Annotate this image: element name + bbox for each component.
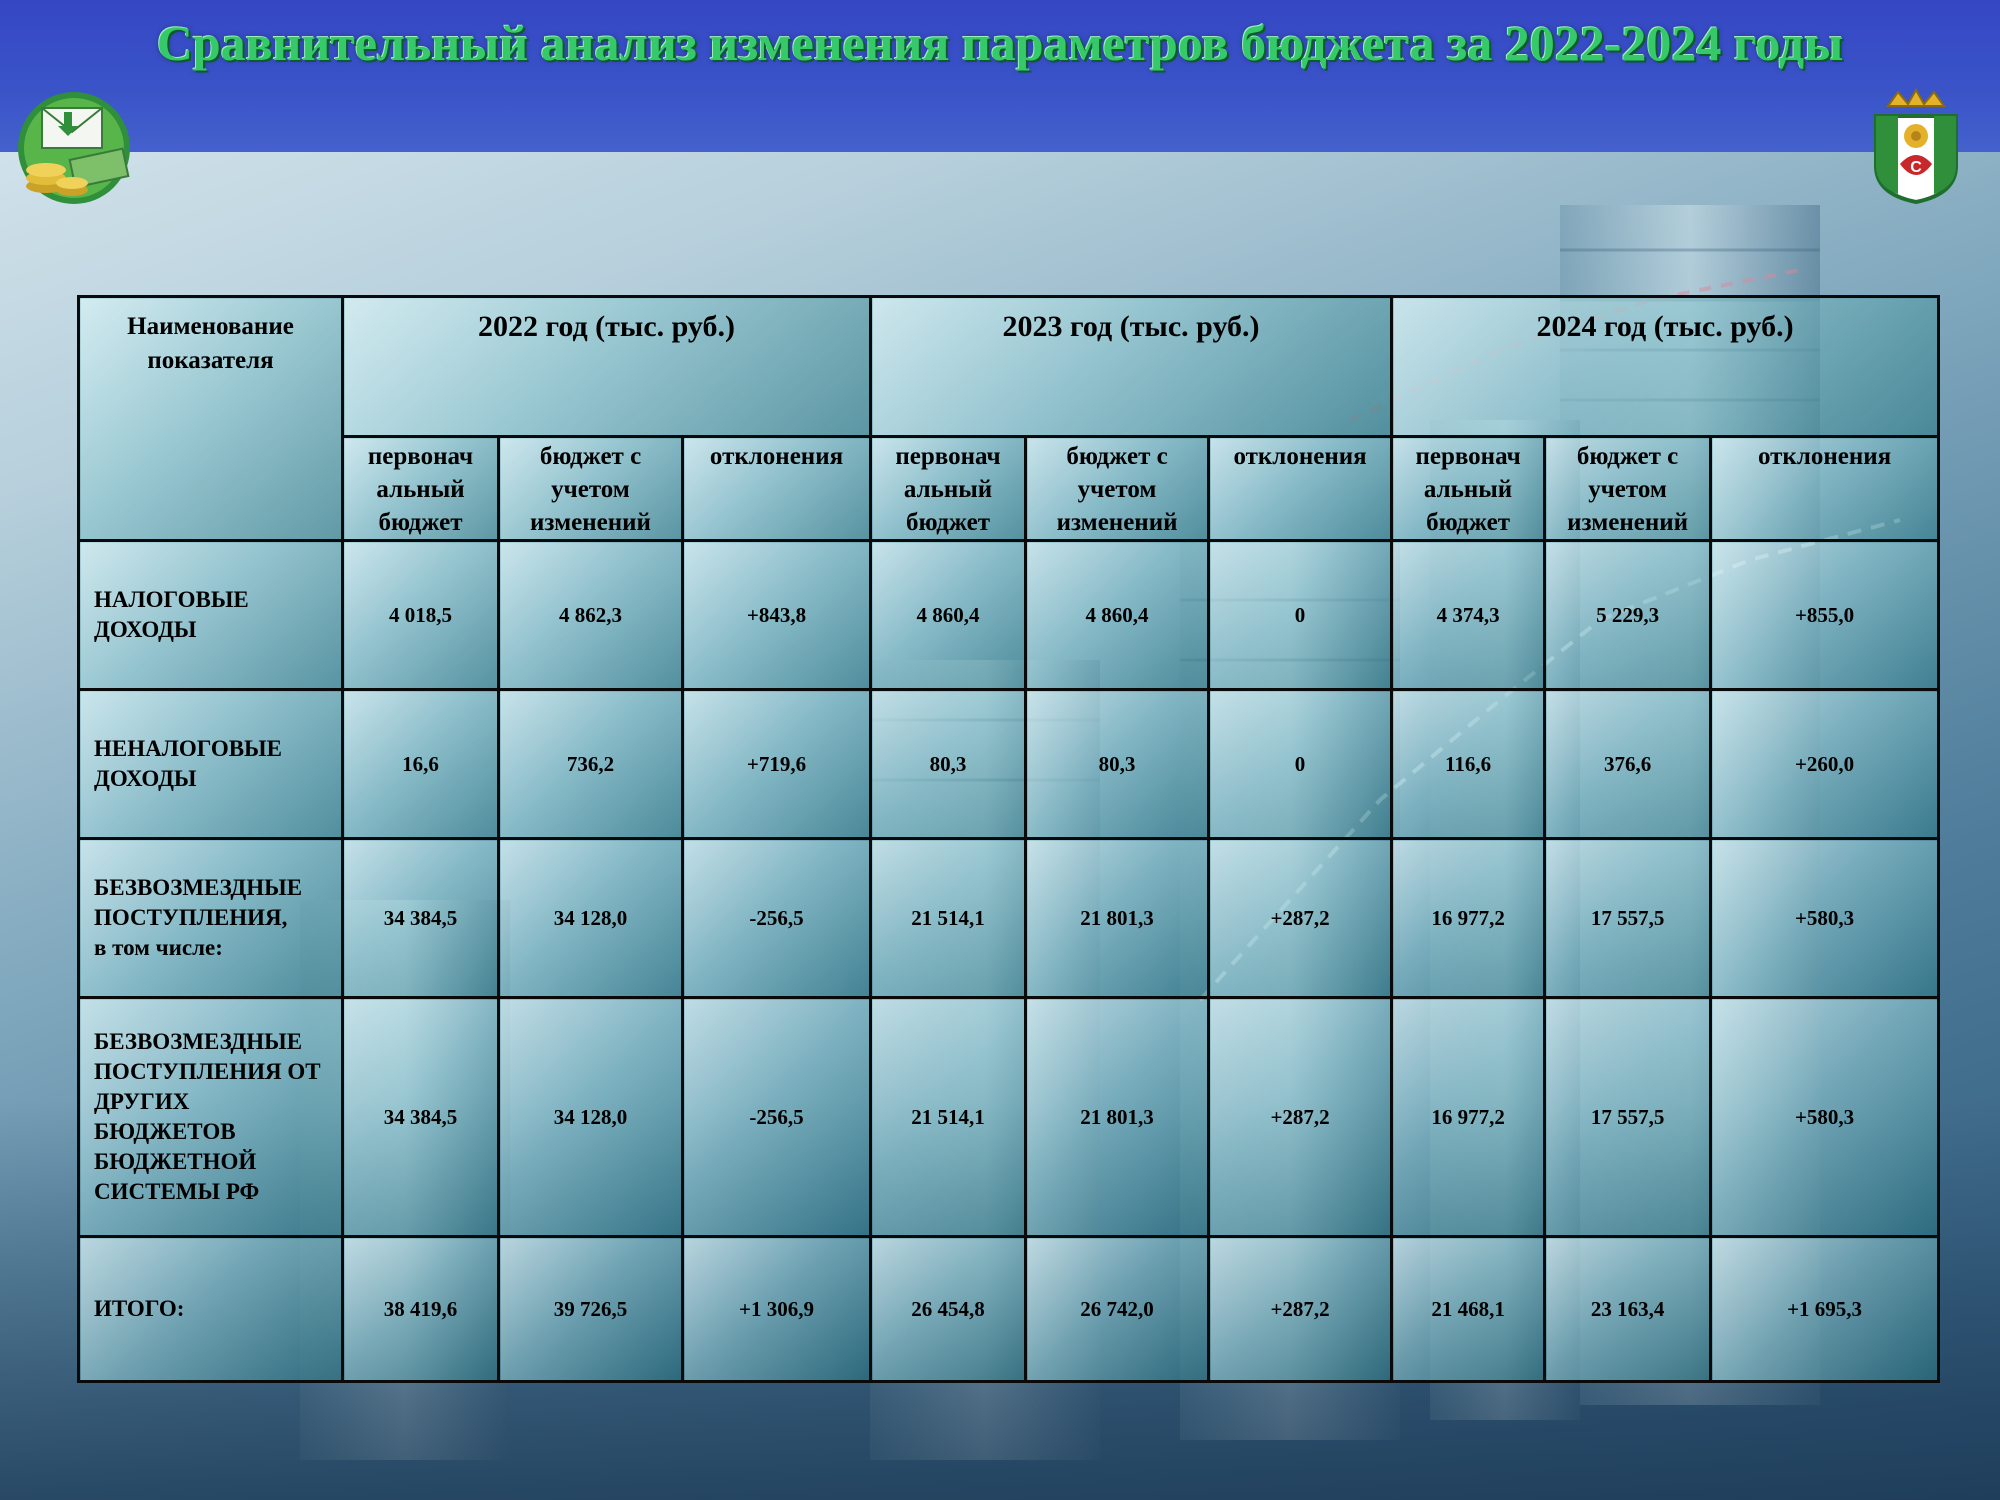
cell-value: 80,3	[1024, 688, 1211, 840]
cell-value: 26 742,0	[1024, 1235, 1211, 1383]
row-label: НЕНАЛОГОВЫЕ ДОХОДЫ	[77, 688, 344, 840]
cell-value: +287,2	[1207, 837, 1394, 999]
cell-value: +287,2	[1207, 1235, 1394, 1383]
cell-value: +719,6	[680, 688, 873, 840]
cell-value: 34 128,0	[497, 837, 684, 999]
cell-value: 0	[1207, 688, 1394, 840]
cell-value: 21 514,1	[869, 996, 1028, 1238]
cell-value: 34 384,5	[341, 837, 500, 999]
table-row-non-tax-income: НЕНАЛОГОВЫЕ ДОХОДЫ 16,6 736,2 +719,6 80,…	[77, 688, 1941, 840]
subheader-deviation-2024: отклонения	[1709, 435, 1941, 542]
year-header-2022: 2022 год (тыс. руб.)	[340, 295, 873, 438]
cell-value: 0	[1207, 539, 1394, 691]
svg-text:С: С	[1910, 159, 1922, 176]
cell-value: +1 306,9	[680, 1235, 873, 1383]
subheader-initial-2022: первонач альный бюджет	[341, 435, 500, 542]
cell-value: 4 860,4	[1024, 539, 1211, 691]
subheader-revised-2022: бюджет с учетом изменений	[497, 435, 684, 542]
year-header-row: Наименование показателя 2022 год (тыс. р…	[77, 295, 1941, 542]
cell-value: +287,2	[1207, 996, 1394, 1238]
table-row-total: ИТОГО: 38 419,6 39 726,5 +1 306,9 26 454…	[77, 1235, 1941, 1383]
row-label: ИТОГО:	[77, 1235, 344, 1383]
row-label: НАЛОГОВЫЕ ДОХОДЫ	[77, 539, 344, 691]
cell-value: 23 163,4	[1543, 1235, 1713, 1383]
page-title: Сравнительный анализ изменения параметро…	[156, 15, 1844, 71]
row-label: БЕЗВОЗМЕЗДНЫЕ ПОСТУПЛЕНИЯ, в том числе:	[77, 837, 344, 999]
row-label: БЕЗВОЗМЕЗДНЫЕ ПОСТУПЛЕНИЯ ОТ ДРУГИХ БЮДЖ…	[77, 996, 344, 1238]
subheader-revised-2024: бюджет с учетом изменений	[1543, 435, 1713, 542]
cell-value: 21 468,1	[1390, 1235, 1547, 1383]
cell-value: +260,0	[1709, 688, 1941, 840]
table-row-receipts-other-budgets: БЕЗВОЗМЕЗДНЫЕ ПОСТУПЛЕНИЯ ОТ ДРУГИХ БЮДЖ…	[77, 996, 1941, 1238]
cell-value: -256,5	[680, 996, 873, 1238]
cell-value: 26 454,8	[869, 1235, 1028, 1383]
cell-value: +1 695,3	[1709, 1235, 1941, 1383]
cell-value: 376,6	[1543, 688, 1713, 840]
row-label-main: БЕЗВОЗМЕЗДНЫЕ ПОСТУПЛЕНИЯ,	[94, 875, 303, 931]
header-bar: Сравнительный анализ изменения параметро…	[0, 0, 2000, 152]
cell-value: 21 801,3	[1024, 996, 1211, 1238]
cell-value: 116,6	[1390, 688, 1547, 840]
name-column-header: Наименование показателя	[77, 295, 344, 542]
cell-value: +855,0	[1709, 539, 1941, 691]
subheader-initial-2024: первонач альный бюджет	[1390, 435, 1547, 542]
money-envelope-icon	[18, 92, 130, 204]
cell-value: 17 557,5	[1543, 837, 1713, 999]
cell-value: +580,3	[1709, 996, 1941, 1238]
cell-value: +843,8	[680, 539, 873, 691]
cell-value: 4 374,3	[1390, 539, 1547, 691]
table-row-gratuitous-receipts: БЕЗВОЗМЕЗДНЫЕ ПОСТУПЛЕНИЯ, в том числе: …	[77, 837, 1941, 999]
cell-value: 34 128,0	[497, 996, 684, 1238]
subheader-revised-2023: бюджет с учетом изменений	[1024, 435, 1211, 542]
year-header-2023: 2023 год (тыс. руб.)	[869, 295, 1394, 438]
subheader-row: первонач альный бюджет бюджет с учетом и…	[79, 435, 1941, 542]
cell-value: 21 514,1	[869, 837, 1028, 999]
subheader-initial-2023: первонач альный бюджет	[869, 435, 1028, 542]
subheader-deviation-2022: отклонения	[680, 435, 873, 542]
budget-comparison-table: Наименование показателя 2022 год (тыс. р…	[77, 295, 1941, 1383]
cell-value: 21 801,3	[1024, 837, 1211, 999]
cell-value: 16,6	[341, 688, 500, 840]
year-header-2024: 2024 год (тыс. руб.)	[1390, 295, 1941, 438]
cell-value: 80,3	[869, 688, 1028, 840]
subheader-deviation-2023: отклонения	[1207, 435, 1394, 542]
cell-value: 34 384,5	[341, 996, 500, 1238]
cell-value: 736,2	[497, 688, 684, 840]
cell-value: 5 229,3	[1543, 539, 1713, 691]
row-label-sub: в том числе:	[94, 934, 223, 960]
cell-value: +580,3	[1709, 837, 1941, 999]
cell-value: 16 977,2	[1390, 837, 1547, 999]
cell-value: -256,5	[680, 837, 873, 999]
cell-value: 4 862,3	[497, 539, 684, 691]
cell-value: 4 860,4	[869, 539, 1028, 691]
coat-of-arms-icon: С	[1874, 87, 1958, 204]
cell-value: 16 977,2	[1390, 996, 1547, 1238]
cell-value: 4 018,5	[341, 539, 500, 691]
cell-value: 39 726,5	[497, 1235, 684, 1383]
cell-value: 38 419,6	[341, 1235, 500, 1383]
table-row-tax-income: НАЛОГОВЫЕ ДОХОДЫ 4 018,5 4 862,3 +843,8 …	[77, 539, 1941, 691]
cell-value: 17 557,5	[1543, 996, 1713, 1238]
